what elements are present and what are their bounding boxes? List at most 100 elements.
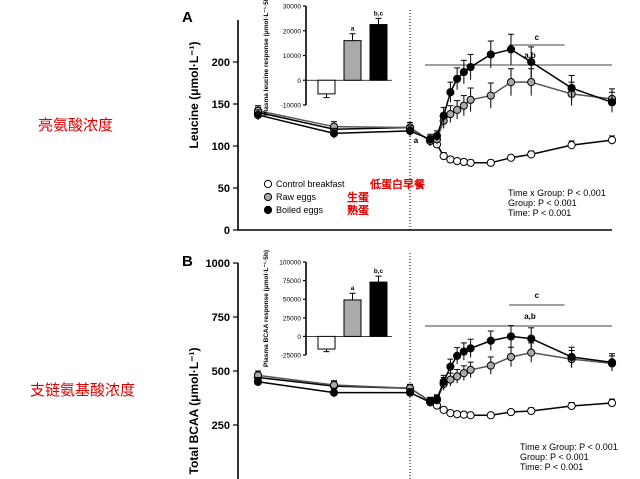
data-point-raw <box>486 361 495 370</box>
data-point-boiled <box>459 347 468 356</box>
data-point-boiled <box>426 135 435 144</box>
data-point-raw <box>527 348 536 357</box>
sig-label-ab: a,b <box>524 51 536 60</box>
data-point-boiled <box>329 129 339 138</box>
panel-a-chart: 0 50 100 150 200 Leucine (μmol·L⁻¹) c a,b a Time … <box>187 0 617 237</box>
data-point-control <box>607 398 617 408</box>
legend-marker-boiled <box>263 205 273 215</box>
data-point-boiled <box>453 351 462 360</box>
y-tick-label: 750 <box>212 312 230 324</box>
inset-y-label: Plasma BCAA response (μmol·L⁻¹·5h) <box>263 250 270 367</box>
inset-y-tick-label: 50000 <box>283 297 301 304</box>
data-point-boiled <box>506 45 516 54</box>
legend-label-raw: Raw eggs <box>276 192 317 202</box>
inset-y-tick-label: 30000 <box>283 4 301 11</box>
legend-cn-raw: 生蛋 <box>347 190 370 204</box>
inset-y-tick-label: 20000 <box>283 28 301 35</box>
data-point-boiled <box>439 377 448 386</box>
stats-text: Group: P < 0.001 <box>520 452 589 462</box>
data-point-control <box>607 136 617 145</box>
data-point-control <box>459 410 468 419</box>
y-tick-label: 100 <box>212 141 230 153</box>
inset-bar-control <box>317 335 336 350</box>
data-point-raw <box>506 352 516 362</box>
data-point-boiled <box>527 57 536 67</box>
data-point-raw <box>329 380 339 390</box>
inset-y-tick-label: -25000 <box>281 353 302 360</box>
data-point-control <box>567 141 576 150</box>
data-point-control <box>506 153 516 162</box>
data-point-control <box>466 411 475 420</box>
inset-y-tick-label: -10000 <box>281 103 302 110</box>
data-point-boiled <box>466 344 475 353</box>
data-point-raw <box>527 78 536 87</box>
data-point-raw <box>453 105 462 114</box>
legend-marker-raw <box>263 192 273 202</box>
data-point-boiled <box>567 83 576 93</box>
stats-text: Time x Group: P < 0.001 <box>508 188 606 198</box>
legend-cn-control: 低蛋白早餐 <box>369 177 426 191</box>
stats-text: Time: P < 0.001 <box>508 208 571 218</box>
data-point-boiled <box>253 377 263 386</box>
data-point-raw <box>466 365 475 375</box>
data-point-boiled <box>466 62 475 72</box>
data-point-control <box>486 158 495 167</box>
data-point-control <box>459 157 468 167</box>
legend-label-boiled: Boiled eggs <box>276 205 324 215</box>
inset-bar-raw <box>343 40 362 81</box>
inset-sig-label: a <box>351 26 355 33</box>
sig-label-a: a <box>414 136 419 145</box>
legend-cn-boiled: 熟蛋 <box>347 203 370 217</box>
series-line-raw <box>257 351 613 403</box>
data-point-control <box>439 151 448 161</box>
data-point-control <box>446 409 455 418</box>
data-point-control <box>527 406 536 416</box>
series-line-boiled <box>257 335 613 404</box>
inset-sig-label: a <box>351 285 355 292</box>
stats-text: Group: P < 0.001 <box>508 198 577 208</box>
stats-text: Time x Group: P < 0.001 <box>520 442 618 452</box>
data-point-boiled <box>329 388 339 397</box>
inset-bar-raw <box>343 299 362 337</box>
series-line-boiled <box>257 48 613 141</box>
data-point-raw <box>466 95 475 104</box>
left-label-bcaa: 支链氨基酸浓度 <box>30 381 135 399</box>
data-point-raw <box>446 375 455 384</box>
panel-letter-a: A <box>182 9 193 26</box>
left-label-leucine: 亮氨酸浓度 <box>38 116 113 134</box>
panel-b-chart: 250 500 750 1000 Total BCAA (μmol·L⁻¹) c a,b Ti… <box>187 250 618 479</box>
y-tick-label: 500 <box>212 366 230 378</box>
data-point-control <box>453 410 462 419</box>
data-point-control <box>486 411 495 420</box>
data-point-boiled <box>527 334 536 343</box>
data-point-control <box>567 401 576 411</box>
inset-bar-boiled <box>369 24 388 81</box>
y-tick-label: 250 <box>212 420 230 432</box>
inset-y-tick-label: 100000 <box>279 260 301 267</box>
data-point-control <box>527 150 536 159</box>
data-point-boiled <box>446 362 455 371</box>
data-point-raw <box>459 369 468 378</box>
y-tick-label: 200 <box>212 57 230 69</box>
data-point-boiled <box>607 98 617 107</box>
inset-y-tick-label: 10000 <box>283 53 301 60</box>
data-point-raw <box>506 78 516 87</box>
panel-letter-b: B <box>182 253 193 270</box>
data-point-boiled <box>405 388 415 397</box>
data-point-boiled <box>432 131 442 141</box>
data-point-boiled <box>446 88 455 97</box>
data-point-raw <box>446 109 455 119</box>
inset-bar-boiled <box>369 281 388 337</box>
data-point-boiled <box>253 110 263 120</box>
y-tick-label: 0 <box>224 225 230 237</box>
inset-y-tick-label: 0 <box>297 78 301 85</box>
inset-sig-label: b,c <box>374 268 384 275</box>
inset-bar-control <box>317 79 336 95</box>
data-point-boiled <box>567 352 576 362</box>
inset-y-tick-label: 75000 <box>283 278 301 285</box>
data-point-control <box>446 155 455 164</box>
sig-label-c: c <box>535 291 540 300</box>
stats-text: Time: P < 0.001 <box>520 462 583 472</box>
sig-label-c: c <box>535 33 540 42</box>
